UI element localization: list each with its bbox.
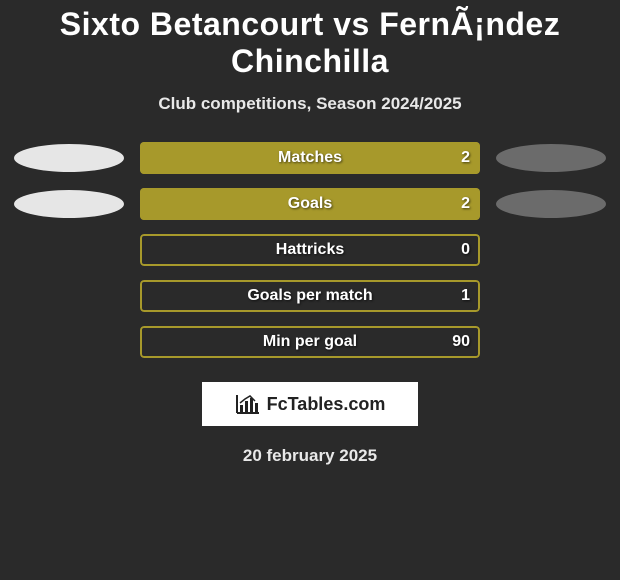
bar-chart-icon	[235, 393, 261, 415]
player2-marker	[496, 190, 606, 218]
stat-bar: Goals 2	[140, 188, 480, 220]
comparison-widget: Sixto Betancourt vs FernÃ¡ndez Chinchill…	[0, 0, 620, 466]
stat-row: Hattricks 0	[0, 234, 620, 266]
stat-row: Min per goal 90	[0, 326, 620, 358]
stat-label: Goals per match	[247, 287, 372, 305]
page-title: Sixto Betancourt vs FernÃ¡ndez Chinchill…	[0, 6, 620, 80]
stat-bar: Matches 2	[140, 142, 480, 174]
footer-date: 20 february 2025	[0, 446, 620, 466]
player1-marker	[14, 190, 124, 218]
player1-marker	[14, 144, 124, 172]
stat-row: Goals 2	[0, 188, 620, 220]
subtitle: Club competitions, Season 2024/2025	[0, 94, 620, 114]
stat-bar: Goals per match 1	[140, 280, 480, 312]
stat-label: Matches	[278, 149, 342, 167]
stat-value: 2	[461, 149, 470, 167]
logo-text: FcTables.com	[267, 394, 386, 415]
stat-label: Goals	[288, 195, 332, 213]
stat-value: 90	[452, 333, 470, 351]
stat-bar: Min per goal 90	[140, 326, 480, 358]
stat-row: Goals per match 1	[0, 280, 620, 312]
stat-row: Matches 2	[0, 142, 620, 174]
stat-value: 1	[461, 287, 470, 305]
stat-value: 0	[461, 241, 470, 259]
stat-value: 2	[461, 195, 470, 213]
stat-label: Min per goal	[263, 333, 357, 351]
stat-rows: Matches 2 Goals 2 Hattricks 0 Goals per match 1…	[0, 142, 620, 358]
logo-box[interactable]: FcTables.com	[202, 382, 418, 426]
player2-marker	[496, 144, 606, 172]
stat-label: Hattricks	[276, 241, 344, 259]
stat-bar: Hattricks 0	[140, 234, 480, 266]
